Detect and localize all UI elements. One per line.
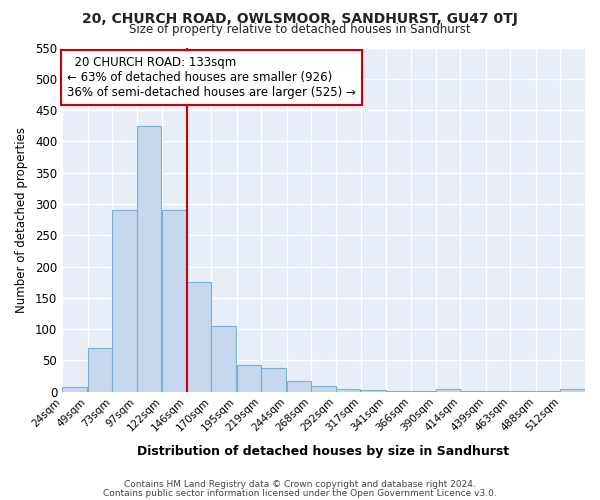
Bar: [187, 282, 211, 392]
Bar: [361, 390, 386, 392]
Text: 20 CHURCH ROAD: 133sqm  
← 63% of detached houses are smaller (926)
36% of semi-: 20 CHURCH ROAD: 133sqm ← 63% of detached…: [67, 56, 356, 99]
Bar: [436, 389, 460, 392]
Bar: [460, 391, 485, 392]
Y-axis label: Number of detached properties: Number of detached properties: [15, 126, 28, 312]
Bar: [336, 389, 360, 392]
Bar: [386, 391, 410, 392]
Text: Size of property relative to detached houses in Sandhurst: Size of property relative to detached ho…: [129, 22, 471, 36]
Bar: [162, 210, 187, 392]
Bar: [137, 126, 161, 392]
Bar: [287, 381, 311, 392]
Bar: [88, 348, 112, 392]
Bar: [261, 368, 286, 392]
Text: 20, CHURCH ROAD, OWLSMOOR, SANDHURST, GU47 0TJ: 20, CHURCH ROAD, OWLSMOOR, SANDHURST, GU…: [82, 12, 518, 26]
Bar: [511, 391, 535, 392]
Bar: [486, 391, 511, 392]
Text: Contains public sector information licensed under the Open Government Licence v3: Contains public sector information licen…: [103, 488, 497, 498]
Bar: [560, 389, 585, 392]
Bar: [412, 391, 436, 392]
X-axis label: Distribution of detached houses by size in Sandhurst: Distribution of detached houses by size …: [137, 444, 509, 458]
Bar: [237, 365, 261, 392]
Bar: [311, 386, 336, 392]
Bar: [62, 386, 86, 392]
Text: Contains HM Land Registry data © Crown copyright and database right 2024.: Contains HM Land Registry data © Crown c…: [124, 480, 476, 489]
Bar: [112, 210, 137, 392]
Bar: [536, 391, 560, 392]
Bar: [211, 326, 236, 392]
